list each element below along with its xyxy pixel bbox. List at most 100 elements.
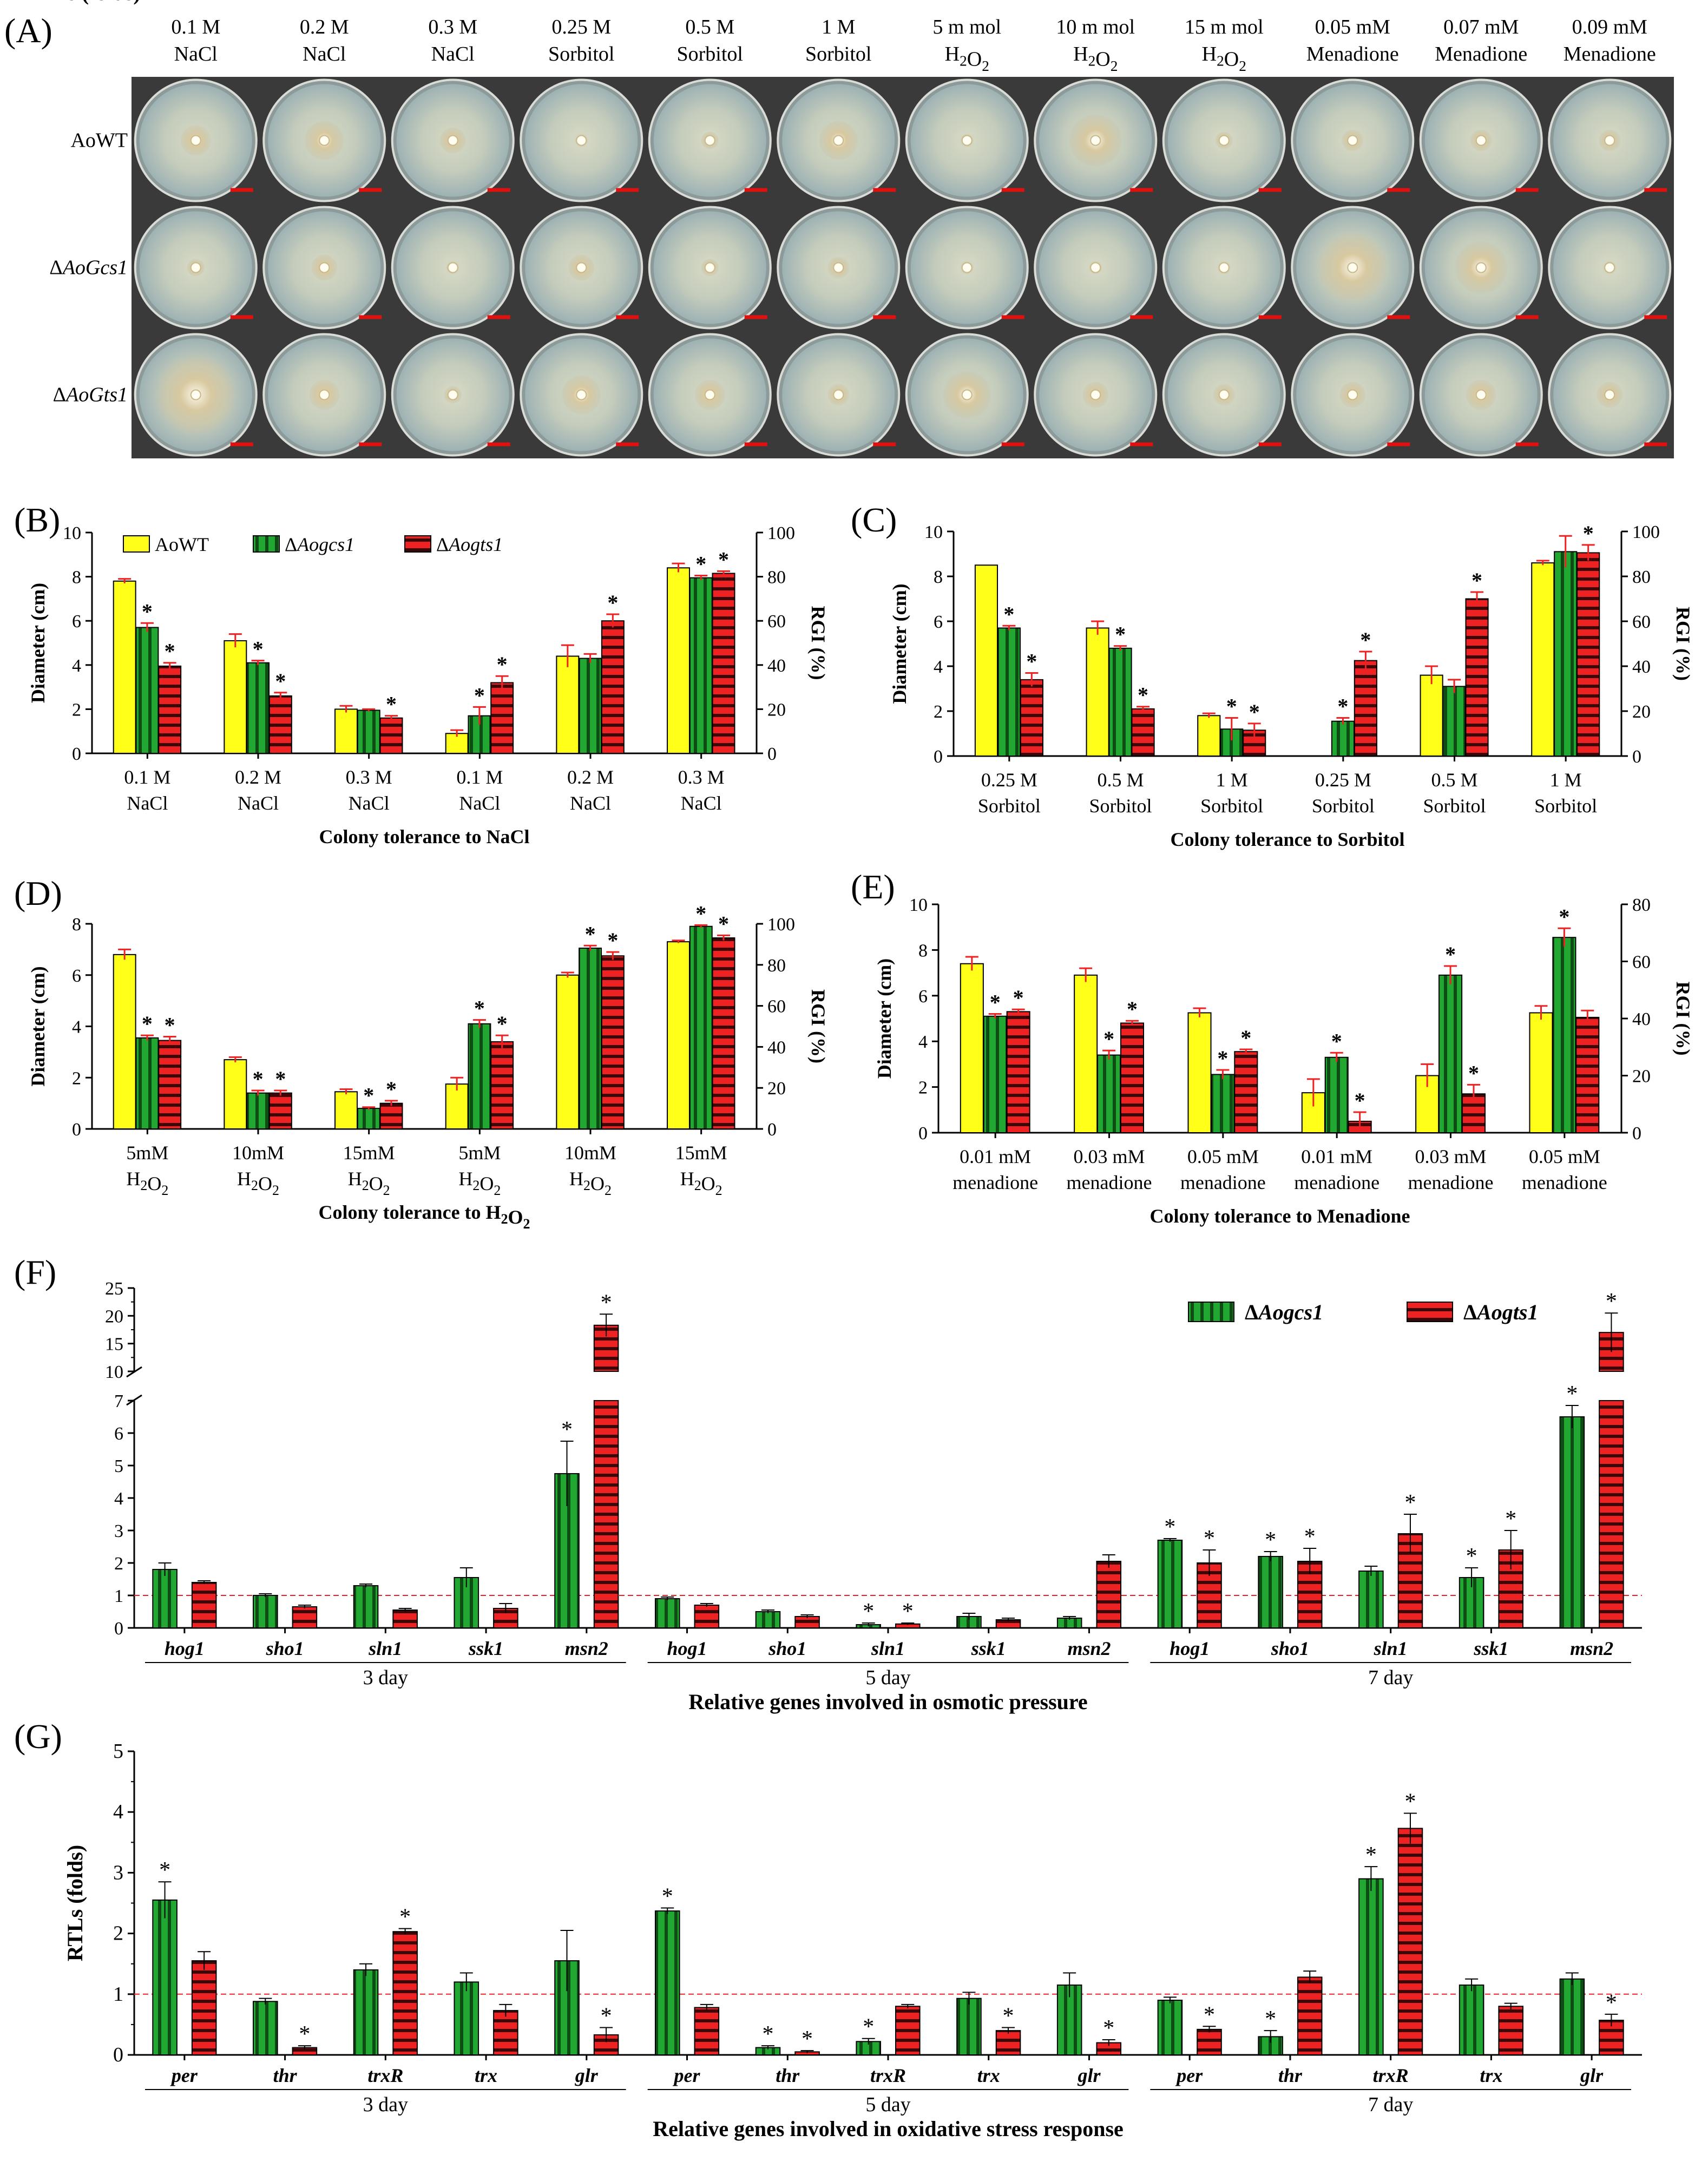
scale-bar	[359, 315, 382, 319]
petri-plate	[777, 78, 901, 202]
x-tick-label: 0.5 M	[1431, 769, 1477, 791]
scale-bar	[1387, 442, 1410, 446]
bar-aogts1	[794, 1616, 820, 1628]
y-axis-title: Diameter (cm)	[27, 583, 49, 703]
gene-label: ssk1	[468, 1638, 503, 1659]
scale-bar	[230, 188, 253, 192]
y-tick-label: 6	[72, 966, 81, 986]
significance-star: *	[1365, 1843, 1377, 1868]
bar-aogcs1	[357, 709, 380, 754]
significance-star: *	[1103, 1027, 1114, 1051]
significance-star: *	[1103, 2016, 1114, 2041]
petri-plate	[1291, 333, 1415, 457]
colony-center	[576, 389, 587, 400]
significance-star: *	[1249, 700, 1260, 724]
bar-aogcs1	[246, 1092, 270, 1130]
scale-bar	[873, 188, 896, 192]
bar-aogts1	[694, 2007, 720, 2055]
significance-star: *	[159, 1858, 170, 1883]
significance-star: *	[253, 1067, 264, 1091]
x-tick-label: 0.01 mM	[960, 1146, 1031, 1167]
gene-label: glr	[575, 2065, 599, 2086]
y2-tick-label: 40	[1632, 1009, 1651, 1029]
x-tick-label: Sorbitol	[1534, 795, 1597, 817]
bar-aogcs1	[1157, 1540, 1183, 1628]
significance-star: *	[1466, 1544, 1477, 1569]
significance-star: *	[1013, 986, 1024, 1010]
bar-aowt	[960, 963, 984, 1133]
significance-star: *	[299, 2022, 310, 2047]
column-header-line2: Sorbitol	[677, 43, 743, 65]
y-tick-label: 4	[72, 656, 81, 676]
colony-center	[190, 135, 201, 146]
bar-aogcs1	[1331, 720, 1355, 757]
y-tick-label: 10	[105, 1362, 123, 1382]
bar-aowt	[334, 1091, 358, 1130]
gene-label: hog1	[165, 1638, 205, 1659]
bar-aogts1	[392, 1609, 418, 1628]
y-tick-label: 10	[924, 522, 943, 542]
gene-label: trxR	[870, 2065, 906, 2086]
colony-center	[961, 389, 973, 400]
bar-aogts1	[1397, 1828, 1423, 2055]
bar-aowt	[334, 708, 358, 754]
y-axis-title: Diameter (cm)	[873, 958, 895, 1079]
colony-center	[1475, 262, 1487, 273]
column-header-line1: 10 m mol	[1056, 16, 1135, 38]
significance-star: *	[585, 922, 596, 946]
colony-center	[319, 389, 330, 400]
scale-bar	[1515, 315, 1539, 319]
bar-aogts1	[490, 682, 514, 754]
gene-label: sln1	[871, 1638, 905, 1659]
significance-star: *	[695, 552, 706, 576]
significance-star: *	[1240, 1026, 1251, 1050]
scale-bar	[487, 442, 510, 446]
scale-bar	[1644, 188, 1667, 192]
significance-star: *	[1404, 1789, 1416, 1814]
y-tick-label: 6	[72, 612, 81, 632]
x-tick-label: 0.3 M	[346, 766, 392, 788]
gene-label: thr	[1278, 2065, 1303, 2086]
y-tick-label: 4	[934, 657, 943, 677]
significance-star: *	[1606, 1990, 1617, 2015]
y-tick-label: 6	[114, 1424, 123, 1444]
x-tick-label: 0.3 M	[678, 766, 725, 788]
column-header-line1: 0.3 M	[428, 16, 477, 38]
bar-aowt	[224, 640, 247, 754]
significance-star: *	[1304, 1525, 1316, 1549]
bar-aogcs1	[135, 1037, 159, 1129]
x-tick-label: 0.25 M	[1315, 769, 1371, 791]
panel-label-a: (A)	[4, 11, 52, 50]
colony-center	[833, 389, 844, 400]
scale-bar	[744, 442, 767, 446]
colony-center	[1218, 135, 1230, 146]
bar-aogcs1	[1459, 1984, 1484, 2055]
gene-label: sho1	[1271, 1638, 1309, 1659]
y2-axis-title: RGI (%)	[1672, 607, 1694, 681]
legend-label: ΔAogts1	[1463, 1300, 1538, 1324]
bar-aogts1	[1575, 1016, 1600, 1134]
y2-tick-label: 60	[767, 997, 786, 1017]
petri-plate	[648, 206, 772, 330]
colony-center	[576, 135, 587, 146]
y-tick-label: 1	[113, 1983, 123, 2006]
significance-star: *	[601, 2004, 612, 2029]
gene-label: ssk1	[971, 1638, 1006, 1659]
column-header-line1: 5 m mol	[932, 16, 1001, 38]
significance-star: *	[662, 1884, 673, 1909]
colony-center	[704, 135, 715, 146]
petri-plate	[134, 78, 258, 202]
y-tick-label: 0	[72, 744, 81, 764]
significance-star: *	[399, 1905, 411, 1930]
significance-star: *	[1331, 1029, 1342, 1053]
petri-plate	[1291, 78, 1415, 202]
petri-plate	[391, 206, 515, 330]
y2-tick-label: 100	[1632, 522, 1660, 542]
y2-axis-title: RGI (%)	[1672, 982, 1694, 1056]
bar-aogcs1	[1442, 686, 1466, 757]
bar-aogts1	[1599, 1400, 1624, 1628]
significance-star: *	[1471, 568, 1482, 593]
significance-star: *	[363, 1083, 374, 1108]
bar-aogts1	[490, 1041, 514, 1130]
column-header-line1: 0.1 M	[171, 16, 220, 38]
